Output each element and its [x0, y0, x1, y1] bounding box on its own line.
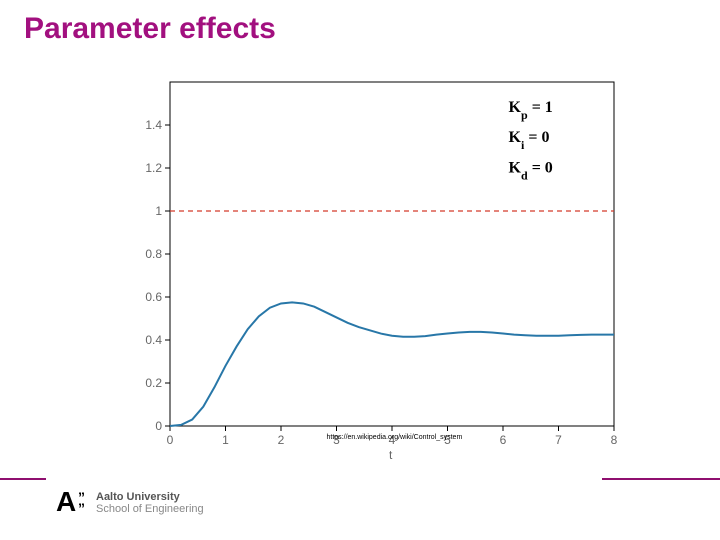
page-title: Parameter effects — [24, 12, 276, 46]
svg-text:0.6: 0.6 — [145, 290, 162, 304]
svg-text:2: 2 — [278, 433, 285, 447]
footer-logo: A ” ” Aalto University School of Enginee… — [56, 484, 204, 524]
param-label: Ki = 0 — [509, 129, 550, 152]
svg-text:1.4: 1.4 — [145, 118, 162, 132]
footer-accent-left — [0, 478, 46, 480]
source-citation: https://en.wikipedia.org/wiki/Control_sy… — [327, 434, 463, 441]
logo-text: Aalto University School of Engineering — [96, 492, 204, 515]
school-name: School of Engineering — [96, 504, 204, 516]
footer-accent-right — [602, 478, 720, 480]
svg-text:0.8: 0.8 — [145, 247, 162, 261]
svg-text:1: 1 — [222, 433, 229, 447]
svg-text:1: 1 — [155, 204, 162, 218]
svg-text:1.2: 1.2 — [145, 161, 162, 175]
svg-text:0.4: 0.4 — [145, 333, 162, 347]
svg-text:6: 6 — [500, 433, 507, 447]
svg-text:0: 0 — [167, 433, 174, 447]
chart-svg: 01234567800.20.40.60.811.21.4Kp = 1Ki = … — [132, 74, 622, 454]
logo-letter: A — [56, 486, 76, 518]
logo-quote-icon: ” — [78, 500, 85, 516]
svg-text:0: 0 — [155, 419, 162, 433]
x-axis-label: t — [389, 448, 392, 462]
logo-mark: A ” ” — [56, 488, 88, 520]
svg-text:7: 7 — [555, 433, 562, 447]
param-label: Kd = 0 — [509, 159, 553, 182]
chart-container: 01234567800.20.40.60.811.21.4Kp = 1Ki = … — [132, 74, 622, 454]
svg-text:0.2: 0.2 — [145, 376, 162, 390]
param-label: Kp = 1 — [509, 99, 553, 122]
svg-text:8: 8 — [611, 433, 618, 447]
slide-root: Parameter effects 01234567800.20.40.60.8… — [0, 0, 720, 540]
